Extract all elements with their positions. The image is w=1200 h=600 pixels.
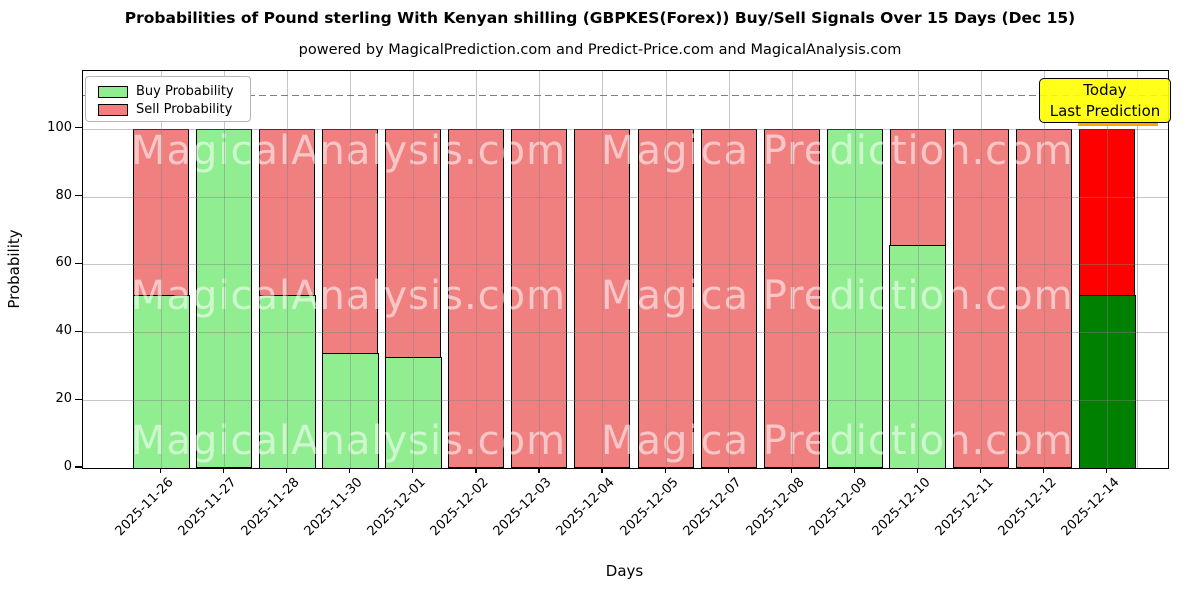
xtick-mark-2025-11-27 xyxy=(223,467,225,473)
chart-subtitle: powered by MagicalPrediction.com and Pre… xyxy=(298,42,902,58)
ytick-mark-40 xyxy=(75,330,82,332)
gridline-y-60 xyxy=(83,264,1168,266)
bar-2025-12-10 xyxy=(889,128,947,468)
xtick-mark-2025-12-01 xyxy=(412,467,414,473)
xtick-mark-2025-12-11 xyxy=(979,467,982,473)
gridline-y-100 xyxy=(83,128,1168,130)
bar-2025-12-02 xyxy=(448,128,505,468)
xtick-mark-2025-12-03 xyxy=(538,467,540,473)
sell-probability-swatch xyxy=(98,103,128,116)
bar-2025-12-12 xyxy=(1015,128,1072,468)
ytick-mark-0 xyxy=(75,466,82,468)
gridline-x-2025-11-28 xyxy=(287,71,289,468)
ytick-label-0: 0 xyxy=(63,459,72,474)
xtick-mark-2025-12-10 xyxy=(916,467,919,473)
bar-buy-segment xyxy=(889,244,947,468)
ytick-label-60: 60 xyxy=(55,255,72,271)
gridline-x-2025-12-10 xyxy=(917,71,919,468)
bar-2025-12-14 xyxy=(1078,128,1136,468)
bar-2025-12-03 xyxy=(511,128,568,468)
ytick-mark-100 xyxy=(75,127,82,129)
xtick-mark-2025-12-04 xyxy=(601,467,603,473)
xtick-mark-2025-11-28 xyxy=(286,467,288,473)
gridline-x-2025-12-07 xyxy=(728,71,730,468)
today-annotation: Today Last Prediction xyxy=(1039,78,1171,123)
ytick-mark-80 xyxy=(75,194,82,197)
bar-buy-segment xyxy=(132,295,190,468)
legend-label-buy: Buy Probability xyxy=(136,84,234,99)
bar-2025-11-28 xyxy=(258,128,316,468)
xtick-mark-2025-12-07 xyxy=(727,467,729,473)
bar-2025-11-27 xyxy=(196,128,253,468)
gridline-x-2025-11-26 xyxy=(161,71,162,468)
bar-2025-12-09 xyxy=(826,128,883,468)
ytick-mark-60 xyxy=(75,262,82,264)
legend-item-sell: Sell Probability xyxy=(98,101,250,118)
ytick-mark-20 xyxy=(75,398,82,400)
ytick-label-20: 20 xyxy=(55,391,72,407)
bar-2025-12-05 xyxy=(637,128,694,468)
bar-buy-segment xyxy=(1078,295,1136,468)
gridline-x-2025-12-11 xyxy=(980,71,982,468)
bar-2025-12-11 xyxy=(952,128,1009,468)
ytick-label-40: 40 xyxy=(55,323,72,339)
today-annotation-line2: Last Prediction xyxy=(1049,102,1161,120)
today-annotation-line1: Today xyxy=(1083,81,1127,99)
xtick-mark-2025-12-08 xyxy=(790,467,792,473)
legend: Buy Probability Sell Probability xyxy=(85,76,251,122)
legend-label-sell: Sell Probability xyxy=(136,102,233,117)
xtick-mark-2025-12-02 xyxy=(475,467,477,473)
ytick-label-80: 80 xyxy=(55,187,72,203)
gridline-x-2025-12-09 xyxy=(854,71,856,468)
chart-title: Probabilities of Pound sterling With Ken… xyxy=(124,9,1076,27)
xtick-mark-2025-11-30 xyxy=(349,467,351,473)
y-axis-label: Probability xyxy=(5,229,23,309)
gridline-x-2025-11-30 xyxy=(350,71,352,468)
plot-area: MagicalAnalysis.com Magica Prediction.com… xyxy=(82,70,1169,469)
x-axis-label: Days xyxy=(605,562,644,580)
threshold-dashed-line xyxy=(83,94,1168,97)
bar-2025-12-01 xyxy=(384,128,442,468)
bar-buy-segment xyxy=(321,353,379,468)
gridline-x-2025-12-08 xyxy=(791,71,793,468)
gridline-y-20 xyxy=(83,400,1168,402)
bar-2025-12-07 xyxy=(700,128,757,468)
watermark-left-row1: MagicalAnalysis.com xyxy=(131,128,567,174)
bar-2025-12-04 xyxy=(574,128,631,468)
gridline-x-2025-11-27 xyxy=(224,71,226,468)
watermark-left-row2: MagicalAnalysis.com xyxy=(131,273,567,319)
buy-probability-swatch xyxy=(98,85,128,98)
watermark-right-row1: Magica Prediction.com xyxy=(601,128,1074,174)
xtick-mark-2025-12-14 xyxy=(1106,467,1108,473)
xtick-mark-2025-12-05 xyxy=(664,467,666,473)
gridline-x-2025-12-14 xyxy=(1107,71,1109,468)
bar-buy-segment xyxy=(258,295,316,468)
bar-2025-11-30 xyxy=(321,128,379,468)
gridline-x-2025-12-04 xyxy=(602,71,604,468)
bar-2025-11-26 xyxy=(132,128,190,468)
watermark-right-row3: Magica Prediction.com xyxy=(601,418,1074,464)
today-gridline xyxy=(1137,71,1138,468)
gridline-x-2025-12-01 xyxy=(413,71,415,468)
gridline-y-40 xyxy=(83,332,1168,334)
gridline-x-2025-12-05 xyxy=(665,71,667,468)
xtick-mark-2025-11-26 xyxy=(160,467,162,473)
watermark-right-row2: Magica Prediction.com xyxy=(601,273,1074,319)
gridline-x-2025-12-12 xyxy=(1043,71,1045,468)
ytick-label-100: 100 xyxy=(47,119,72,135)
bar-2025-12-08 xyxy=(763,128,820,468)
gridline-x-2025-12-02 xyxy=(476,71,478,468)
bar-buy-segment xyxy=(384,356,442,468)
gridline-x-2025-12-03 xyxy=(539,71,541,468)
xtick-mark-2025-12-09 xyxy=(853,467,855,473)
legend-item-buy: Buy Probability xyxy=(98,83,250,100)
xtick-mark-2025-12-12 xyxy=(1042,467,1045,473)
gridline-y-80 xyxy=(83,196,1168,198)
watermark-left-row3: MagicalAnalysis.com xyxy=(131,418,567,464)
